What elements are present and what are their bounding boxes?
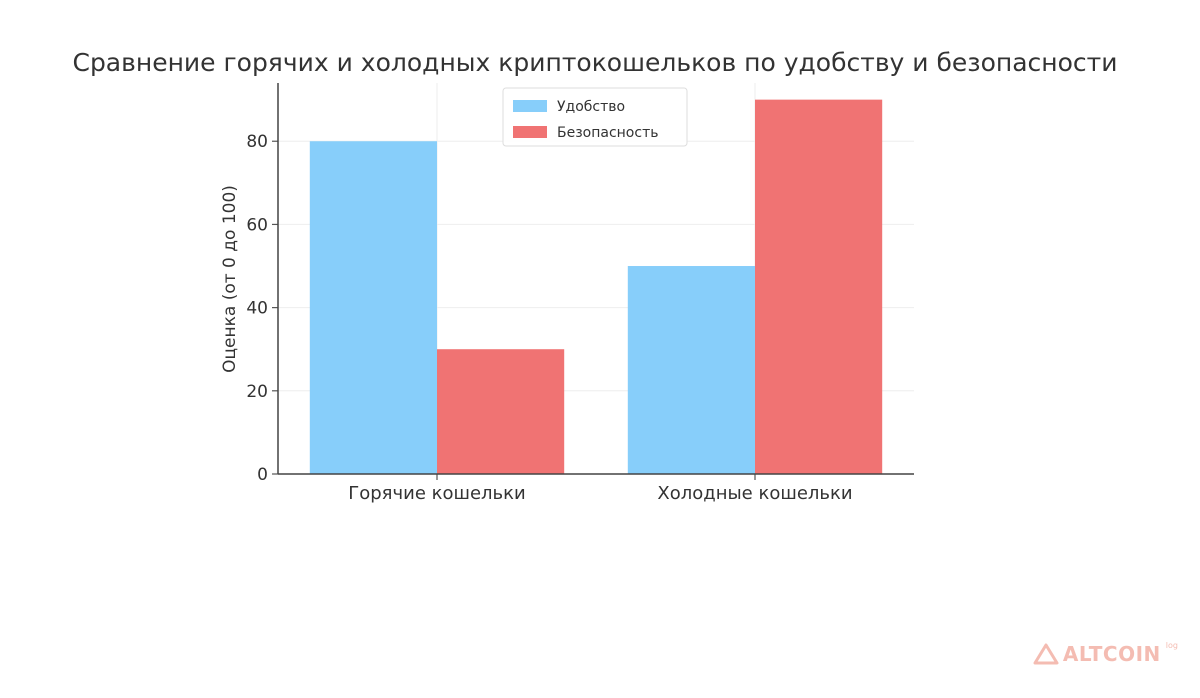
triangle-logo-icon bbox=[1033, 643, 1059, 665]
y-tick-label: 0 bbox=[257, 465, 268, 485]
y-tick-labels: 0 20 40 60 80 bbox=[246, 132, 268, 485]
y-axis-label: Оценка (от 0 до 100) bbox=[220, 185, 240, 373]
chart-title: Сравнение горячих и холодных криптокошел… bbox=[72, 48, 1117, 77]
x-tick-label: Горячие кошельки bbox=[348, 483, 526, 504]
y-tick-label: 20 bbox=[246, 382, 268, 402]
bars bbox=[309, 99, 883, 474]
legend-box bbox=[502, 87, 688, 147]
legend-label: Удобство bbox=[557, 99, 625, 115]
logo-superscript: log bbox=[1165, 640, 1178, 650]
x-tick-labels: Горячие кошельки Холодные кошельки bbox=[348, 483, 852, 504]
altcoin-logo: ALTCOIN log bbox=[1033, 640, 1178, 666]
bar-convenience bbox=[627, 266, 755, 474]
y-tick-label: 40 bbox=[246, 299, 268, 319]
y-tick-label: 60 bbox=[246, 215, 268, 235]
axes bbox=[272, 83, 914, 480]
bar-convenience bbox=[309, 141, 437, 474]
y-tick-label: 80 bbox=[246, 132, 268, 152]
bar-security bbox=[755, 99, 883, 474]
legend: Удобство Безопасность bbox=[502, 87, 688, 147]
logo-text: ALTCOIN bbox=[1062, 642, 1161, 666]
legend-label: Безопасность bbox=[557, 125, 658, 141]
legend-swatch bbox=[513, 100, 547, 112]
x-tick-label: Холодные кошельки bbox=[657, 483, 852, 504]
legend-swatch bbox=[513, 126, 547, 138]
bar-security bbox=[437, 349, 565, 474]
